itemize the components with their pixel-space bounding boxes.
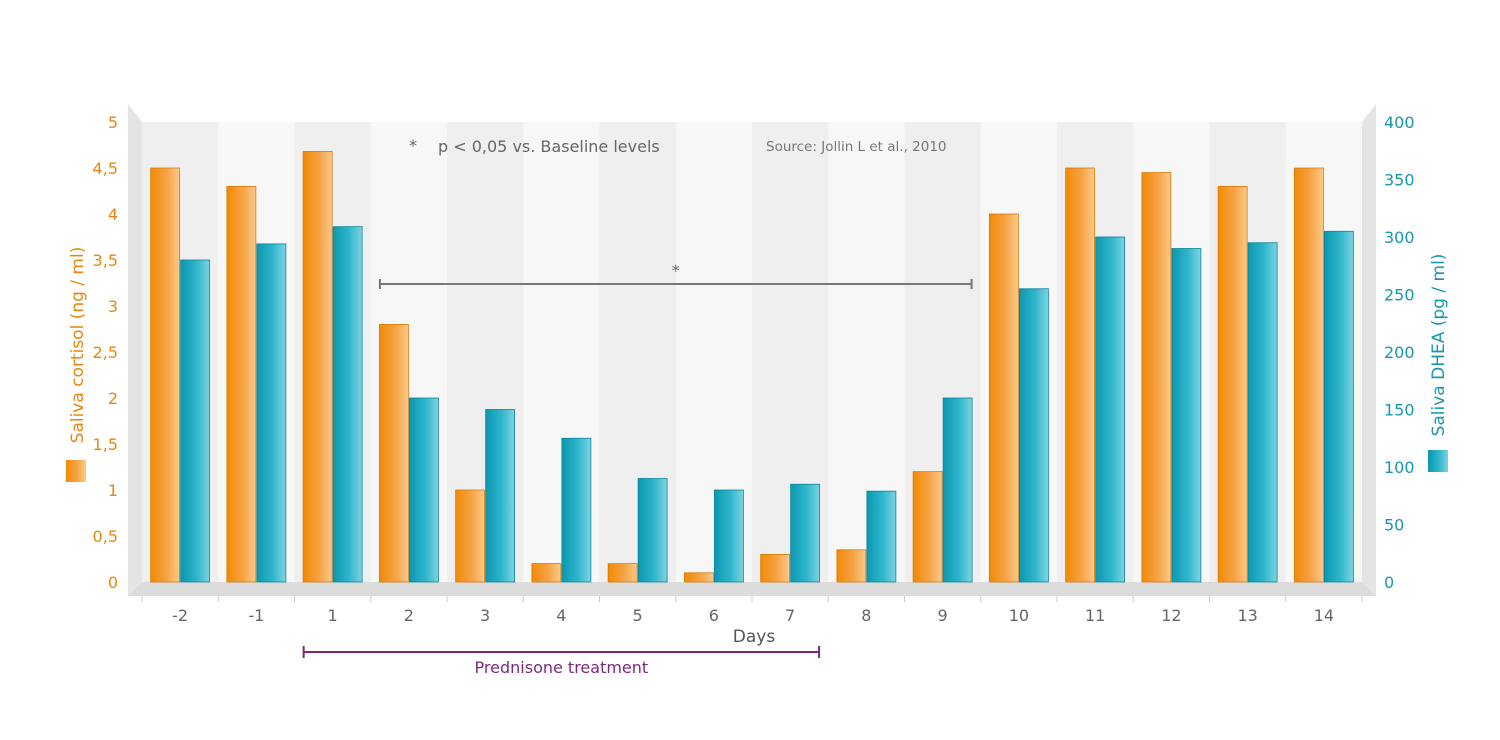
significance-bracket: * xyxy=(378,261,973,289)
treatment-bracket-label: Prednisone treatment xyxy=(475,658,649,677)
bar-cortisol xyxy=(912,471,943,583)
x-tick-label: -1 xyxy=(248,606,264,625)
bar-cortisol xyxy=(226,185,257,583)
bar-dhea xyxy=(1018,288,1049,583)
right-tick-label: 50 xyxy=(1384,516,1404,535)
bar-dhea xyxy=(332,226,363,583)
bar-dhea xyxy=(1171,248,1202,583)
x-tick-label: 14 xyxy=(1314,606,1334,625)
significance-note: p < 0,05 vs. Baseline levels xyxy=(438,137,660,156)
bar-cortisol xyxy=(150,167,181,583)
left-tick-label: 2 xyxy=(108,389,118,408)
left-wall xyxy=(128,104,142,596)
bar-cortisol xyxy=(1293,167,1324,583)
bar-cortisol xyxy=(302,151,333,583)
bar-cortisol xyxy=(683,572,714,583)
source-note: Source: Jollin L et al., 2010 xyxy=(766,139,947,155)
bar-dhea xyxy=(180,259,211,583)
treatment-bracket: Prednisone treatment xyxy=(302,646,821,677)
left-tick-label: 5 xyxy=(108,113,118,132)
bar-dhea xyxy=(485,409,516,583)
bar-cortisol xyxy=(531,563,562,583)
left-tick-label: 0 xyxy=(108,573,118,592)
x-tick-label: -2 xyxy=(172,606,188,625)
bar-cortisol xyxy=(1141,172,1172,583)
bar-cortisol xyxy=(1065,167,1096,583)
left-axis-title: Saliva cortisol (ng / ml) xyxy=(68,247,88,444)
bar-cortisol xyxy=(988,213,1019,583)
chart-floor xyxy=(128,582,1376,596)
left-axis-ticks: 0 0,5 1 1,5 2 2,5 3 3,5 4 4,5 5 xyxy=(93,113,118,592)
x-tick-label: 11 xyxy=(1085,606,1105,625)
x-tick-label: 8 xyxy=(861,606,871,625)
bars xyxy=(150,151,1354,583)
right-tick-label: 100 xyxy=(1384,458,1415,477)
bar-dhea xyxy=(1247,242,1278,583)
bar-dhea xyxy=(790,483,821,583)
bar-dhea xyxy=(942,397,973,583)
x-axis-ticks: -2 -1 1 2 3 4 5 6 7 8 9 10 11 12 13 14 xyxy=(141,596,1363,625)
x-tick-label: 5 xyxy=(633,606,643,625)
left-tick-label: 2,5 xyxy=(93,343,118,362)
x-axis-title: Days xyxy=(733,627,776,647)
bar-dhea xyxy=(408,397,439,583)
right-tick-label: 300 xyxy=(1384,228,1415,247)
significance-note-mark: * xyxy=(409,136,417,155)
right-axis-title: Saliva DHEA (pg / ml) xyxy=(1429,254,1449,437)
x-tick-label: 6 xyxy=(709,606,719,625)
bar-dhea xyxy=(637,478,668,583)
right-tick-label: 250 xyxy=(1384,286,1415,305)
left-tick-label: 3 xyxy=(108,297,118,316)
left-tick-label: 0,5 xyxy=(93,527,118,546)
bar-cortisol xyxy=(378,323,409,583)
right-wall xyxy=(1362,104,1376,596)
dhea-legend-swatch xyxy=(1428,450,1448,472)
bar-cortisol xyxy=(836,549,867,583)
significance-bracket-label: * xyxy=(672,261,680,280)
x-tick-label: 3 xyxy=(480,606,490,625)
left-tick-label: 3,5 xyxy=(93,251,118,270)
right-tick-label: 350 xyxy=(1384,171,1415,190)
bar-dhea xyxy=(256,243,287,583)
bar-dhea xyxy=(561,437,592,583)
x-tick-label: 9 xyxy=(938,606,948,625)
x-tick-label: 4 xyxy=(556,606,566,625)
right-axis-ticks: 0 50 100 150 200 250 300 350 400 xyxy=(1384,113,1415,592)
left-tick-label: 1 xyxy=(108,481,118,500)
x-tick-label: 10 xyxy=(1009,606,1029,625)
x-tick-label: 12 xyxy=(1161,606,1181,625)
x-tick-label: 2 xyxy=(404,606,414,625)
x-tick-label: 1 xyxy=(328,606,338,625)
left-tick-label: 4 xyxy=(108,205,118,224)
x-tick-label: 7 xyxy=(785,606,795,625)
bar-dhea xyxy=(713,489,744,583)
bar-dhea xyxy=(866,490,897,583)
right-tick-label: 0 xyxy=(1384,573,1394,592)
bar-cortisol xyxy=(607,563,638,583)
bar-cortisol xyxy=(1217,185,1248,583)
right-tick-label: 200 xyxy=(1384,343,1415,362)
bar-dhea xyxy=(1323,230,1354,583)
right-tick-label: 400 xyxy=(1384,113,1415,132)
left-tick-label: 4,5 xyxy=(93,159,118,178)
bar-dhea xyxy=(1095,236,1126,583)
bar-cortisol xyxy=(455,489,486,583)
x-tick-label: 13 xyxy=(1237,606,1257,625)
bar-cortisol xyxy=(760,554,791,583)
right-tick-label: 150 xyxy=(1384,401,1415,420)
cortisol-legend-swatch xyxy=(66,460,86,482)
left-tick-label: 1,5 xyxy=(93,435,118,454)
